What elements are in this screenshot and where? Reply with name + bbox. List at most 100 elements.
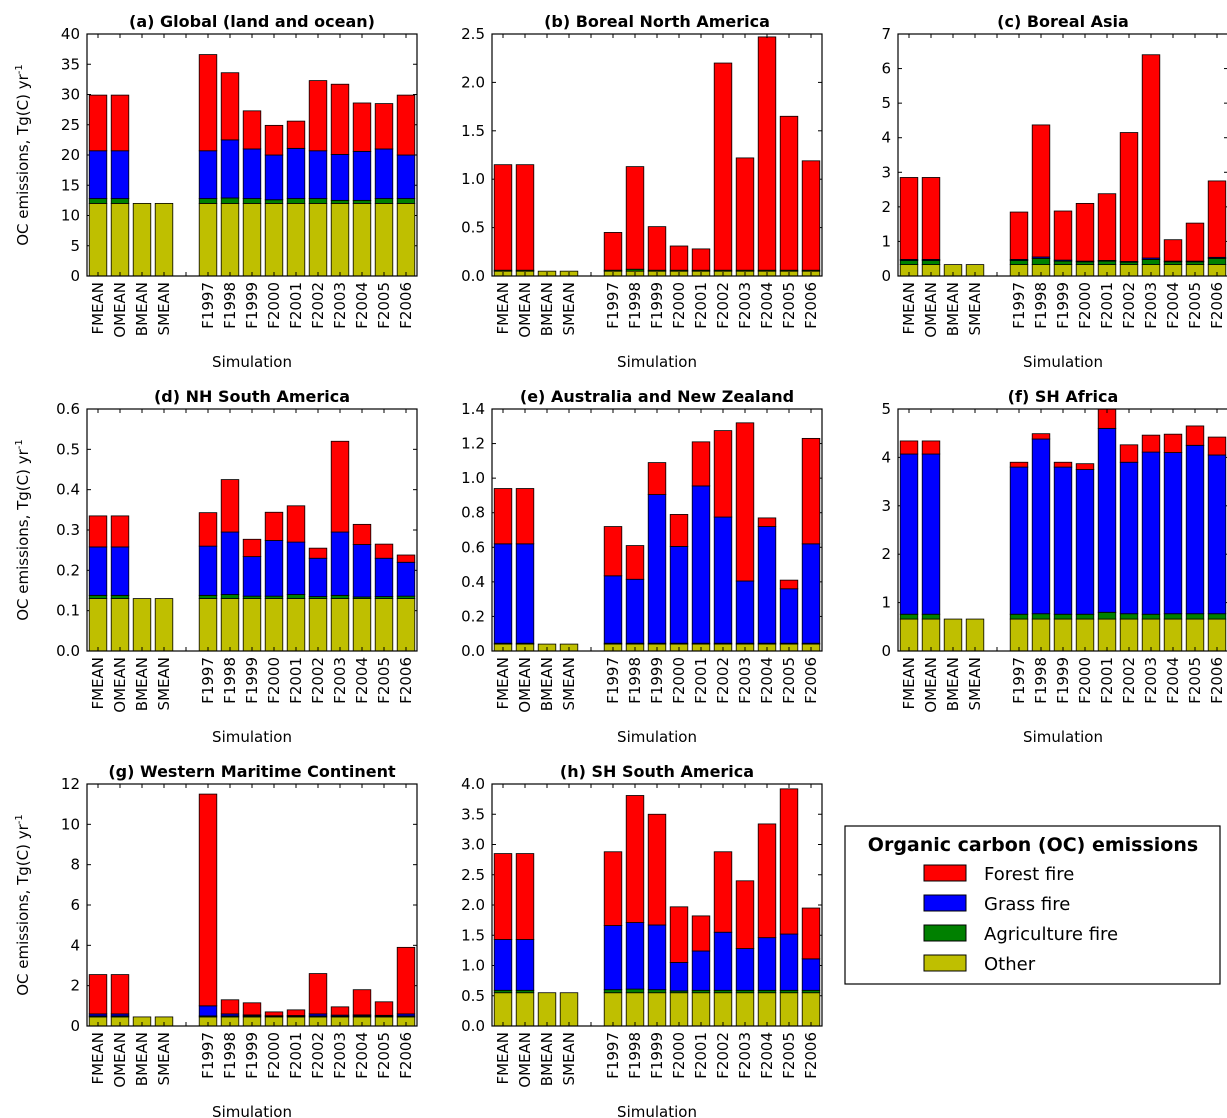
x-tick-label: F2001 <box>287 282 305 329</box>
bar-segment <box>713 851 733 933</box>
bar-segment <box>779 588 799 644</box>
bar-segment <box>264 511 284 541</box>
bar-segment <box>198 1005 218 1017</box>
x-tick-label: F2003 <box>331 1032 349 1079</box>
x-tick-label: F2004 <box>1164 657 1182 704</box>
bar-segment <box>330 598 350 652</box>
y-tick-label: 5 <box>70 237 80 255</box>
y-tick-label: 3.5 <box>461 805 485 823</box>
bar-segment <box>647 226 667 271</box>
bar-segment <box>899 613 919 620</box>
bar-segment <box>110 94 130 152</box>
y-tick-label: 0.4 <box>56 481 80 499</box>
y-tick-label: 0.2 <box>56 561 80 579</box>
plot-frame <box>86 408 418 652</box>
bar-segment <box>1141 451 1161 615</box>
x-tick-label: F2003 <box>1142 657 1160 704</box>
y-tick-label: 0 <box>881 267 891 285</box>
bar-segment <box>691 992 711 1027</box>
x-tick-label: F1998 <box>1032 282 1050 329</box>
y-tick-label: 2.0 <box>461 896 485 914</box>
bar-segment <box>264 598 284 652</box>
x-axis-label: Simulation <box>212 728 292 746</box>
bar-segment <box>242 110 262 150</box>
y-tick-label: 1.4 <box>461 400 485 418</box>
bar-segment <box>286 594 306 599</box>
y-tick-label: 1.0 <box>461 957 485 975</box>
bar-segment <box>515 543 535 644</box>
bar-segment <box>1185 618 1205 652</box>
bar-segment <box>374 198 394 204</box>
x-tick-label: SMEAN <box>155 657 173 710</box>
x-tick-label: F2006 <box>802 282 820 329</box>
bar-segment <box>308 973 328 1015</box>
x-tick-label: F2003 <box>331 657 349 704</box>
bar-segment <box>1075 469 1095 615</box>
bar-segment <box>220 598 240 652</box>
bar-segment <box>220 479 240 533</box>
bar-segment <box>374 598 394 652</box>
bar-segment <box>1075 261 1095 265</box>
x-tick-label: OMEAN <box>516 657 534 713</box>
bar-segment <box>1031 438 1051 615</box>
bar-segment <box>603 232 623 271</box>
x-tick-label: F1997 <box>604 282 622 329</box>
bar-segment <box>1207 180 1227 258</box>
y-tick-label: 10 <box>61 207 80 225</box>
bar-segment <box>110 202 130 277</box>
x-tick-label: OMEAN <box>516 1032 534 1088</box>
x-tick-label: F2005 <box>375 657 393 704</box>
y-tick-label: 1 <box>881 232 891 250</box>
legend-label-other: Other <box>984 954 1036 975</box>
x-tick-label: F2001 <box>1098 282 1116 329</box>
bar-segment <box>110 515 130 548</box>
bar-segment <box>757 937 777 991</box>
bar-segment <box>220 197 240 204</box>
bar-segment <box>374 557 394 597</box>
x-tick-label: FMEAN <box>900 282 918 335</box>
bar-segment <box>264 540 284 597</box>
bar-segment <box>1053 260 1073 265</box>
bar-segment <box>374 148 394 199</box>
bar-segment <box>330 202 350 277</box>
x-tick-label: F2006 <box>397 1032 415 1079</box>
bar-segment <box>1031 433 1051 440</box>
y-tick-label: 0 <box>70 267 80 285</box>
x-tick-label: FMEAN <box>900 657 918 710</box>
plot-frame <box>897 408 1227 652</box>
bar-segment <box>242 538 262 558</box>
x-tick-label: OMEAN <box>111 282 129 338</box>
y-tick-label: 1.5 <box>461 122 485 140</box>
bar-segment <box>1031 257 1051 265</box>
bar-segment <box>1031 613 1051 620</box>
bar-segment <box>198 598 218 652</box>
bar-segment <box>198 512 218 547</box>
bar-segment <box>647 989 667 994</box>
bar-segment <box>647 992 667 1027</box>
bar-segment <box>396 154 416 199</box>
bar-segment <box>110 974 130 1015</box>
bar-segment <box>713 516 733 644</box>
bar-segment <box>735 948 755 991</box>
panel-title: (b) Boreal North America <box>544 12 770 31</box>
x-tick-label: F2000 <box>1076 657 1094 704</box>
bar-segment <box>330 1006 350 1016</box>
x-tick-label: F1998 <box>626 282 644 329</box>
bar-segment <box>132 598 152 652</box>
panel-title: (c) Boreal Asia <box>997 12 1129 31</box>
bar-segment <box>1097 427 1117 613</box>
y-tick-label: 35 <box>61 55 80 73</box>
bar-segment <box>647 924 667 991</box>
x-tick-label: F1998 <box>221 282 239 329</box>
panel-title: (e) Australia and New Zealand <box>520 387 794 406</box>
y-tick-label: 2 <box>881 545 891 563</box>
bar-segment <box>198 150 218 199</box>
x-tick-label: OMEAN <box>111 657 129 713</box>
bar-segment <box>88 594 108 599</box>
bar-segment <box>88 546 108 596</box>
x-tick-label: F2006 <box>1208 657 1226 704</box>
y-tick-label: 3 <box>881 163 891 181</box>
x-tick-label: F1999 <box>648 657 666 704</box>
bar-segment <box>154 202 174 277</box>
bar-segment <box>801 160 821 271</box>
